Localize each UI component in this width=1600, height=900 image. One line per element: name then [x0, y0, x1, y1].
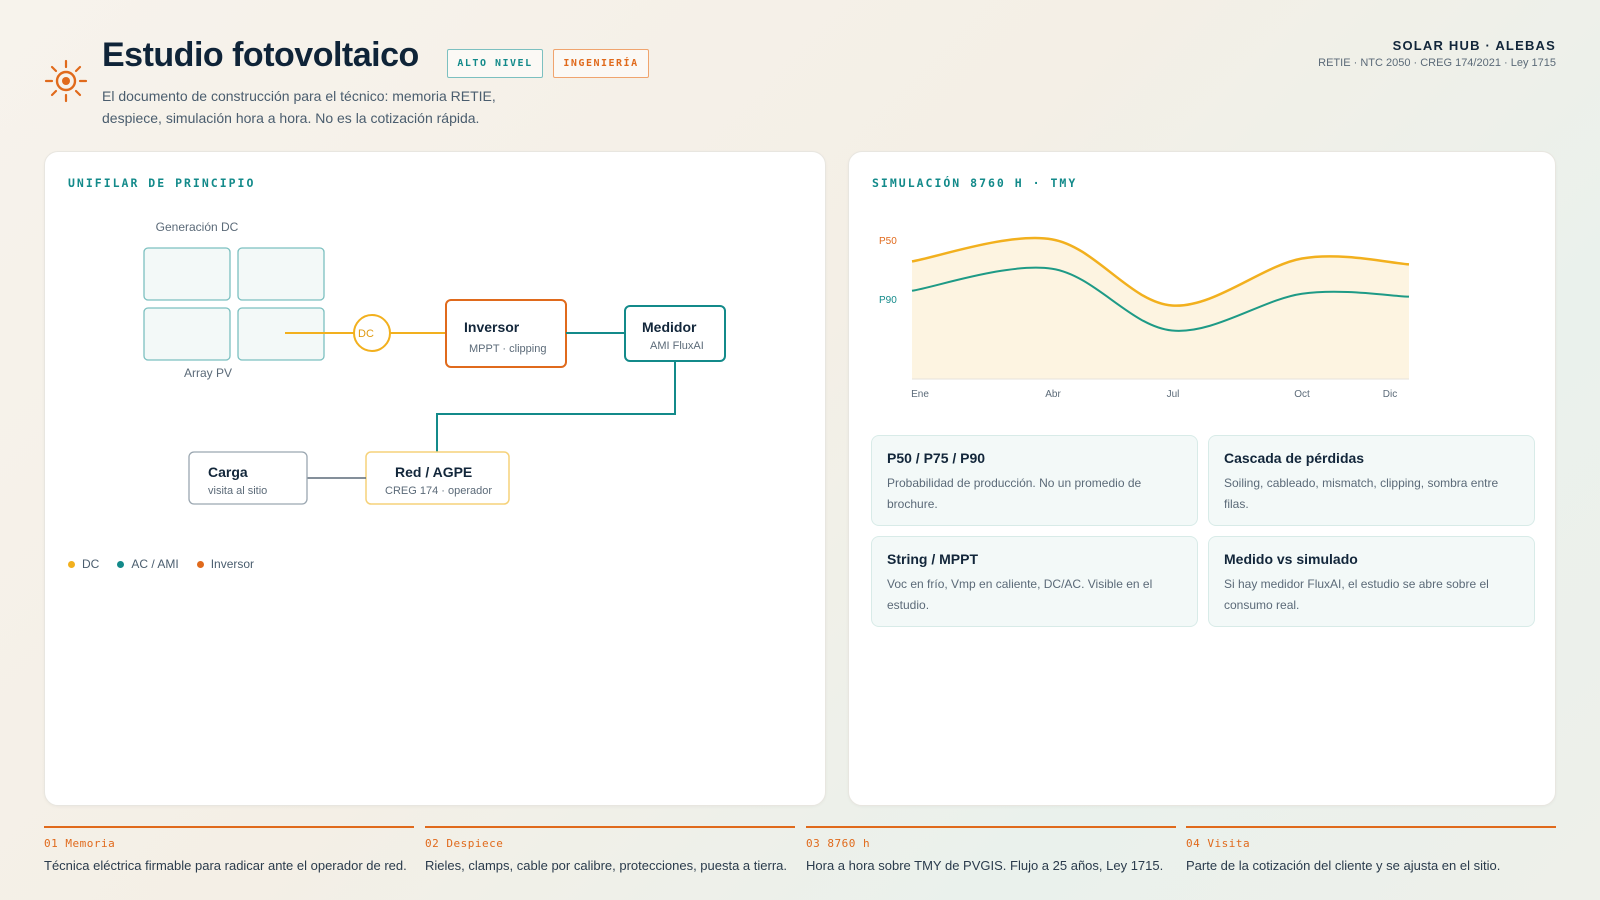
step-visita: 04 Visita Parte de la cotización del cli…: [1186, 826, 1556, 873]
legend-item-ac: AC / AMI: [117, 557, 179, 571]
info-card-p50: P50 / P75 / P90 Probabilidad de producci…: [871, 435, 1198, 526]
info-card-title: Medido vs simulado: [1224, 551, 1358, 567]
info-card-title: P50 / P75 / P90: [887, 450, 986, 466]
grid-title: Red / AGPE: [395, 464, 472, 480]
legend-item-dc: DC: [68, 557, 99, 571]
step-memoria: 01 Memoria Técnica eléctrica firmable pa…: [44, 826, 414, 873]
pv-panel: [143, 247, 231, 301]
pv-panel: [143, 307, 231, 361]
step-number: 01 Memoria: [44, 837, 116, 850]
tag-alto-nivel: ALTO NIVEL: [447, 49, 543, 78]
step-text: Rieles, clamps, cable por calibre, prote…: [425, 858, 788, 873]
p50-label: P50: [879, 236, 897, 247]
x-tick-label: Dic: [1383, 389, 1397, 400]
p50-area: [912, 238, 1409, 379]
page-title: Estudio fotovoltaico: [102, 36, 419, 74]
info-card-title: String / MPPT: [887, 551, 978, 567]
p50-series-line: [911, 236, 1410, 307]
p90-label: P90: [879, 295, 897, 306]
load-box: [188, 451, 308, 505]
legend-label: Inversor: [210, 557, 255, 571]
legend-item-inverter: Inversor: [196, 557, 255, 571]
step-number: 04 Visita: [1186, 837, 1251, 850]
legend-dot: [117, 560, 125, 568]
unifilar-title: UNIFILAR DE PRINCIPIO: [68, 176, 256, 190]
legend-dot: [196, 560, 204, 568]
array-caption-top: Generación DC: [156, 220, 239, 234]
ami-wire: [436, 361, 676, 452]
brand-block: SOLAR HUB · ALEBAS RETIE · NTC 2050 · CR…: [1318, 38, 1556, 69]
x-tick-label: Jul: [1167, 389, 1180, 400]
info-card-string: String / MPPT Voc en frío, Vmp en calien…: [871, 536, 1198, 627]
simulation-title: SIMULACIÓN 8760 H · TMY: [872, 176, 1078, 190]
legend-label: AC / AMI: [131, 557, 179, 571]
sun-icon: [44, 59, 88, 103]
step-despiece: 02 Despiece Rieles, clamps, cable por ca…: [425, 826, 795, 873]
info-card-title: Cascada de pérdidas: [1224, 450, 1365, 466]
step-8760: 03 8760 h Hora a hora sobre TMY de PVGIS…: [806, 826, 1176, 873]
step-number: 03 8760 h: [806, 837, 871, 850]
info-card-text: Soiling, cableado, mismatch, clipping, s…: [1224, 476, 1499, 511]
info-card-text: Voc en frío, Vmp en caliente, DC/AC. Vis…: [887, 577, 1153, 612]
p90-series-line: [911, 266, 1410, 332]
inverter-sub: MPPT · clipping: [469, 343, 546, 355]
step-number: 02 Despiece: [425, 837, 504, 850]
load-title: Carga: [208, 464, 248, 480]
page-subtitle: El documento de construcción para el téc…: [102, 88, 496, 126]
legend-dot: [68, 560, 75, 568]
meter-title: Medidor: [642, 319, 697, 335]
norms-list: RETIE · NTC 2050 · CREG 174/2021 · Ley 1…: [1318, 57, 1556, 69]
brand-name: SOLAR HUB · ALEBAS: [1392, 38, 1556, 53]
info-card-measured: Medido vs simulado Si hay medidor FluxAI…: [1208, 536, 1535, 627]
simulation-card: SIMULACIÓN 8760 H · TMY P50 P90 Ene Abr Jul O…: [848, 151, 1556, 806]
tag-ingenieria: INGENIERÍA: [553, 49, 649, 78]
diagram-legend: DC AC / AMI Inversor: [68, 557, 254, 571]
step-text: Técnica eléctrica firmable para radicar …: [44, 858, 407, 873]
inverter-title: Inversor: [464, 319, 520, 335]
step-text: Parte de la cotización del cliente y se …: [1186, 858, 1501, 873]
info-card-text: Probabilidad de producción. No un promed…: [887, 476, 1142, 511]
grid-sub: CREG 174 · operador: [385, 485, 492, 497]
legend-label: DC: [82, 557, 100, 571]
step-text: Hora a hora sobre TMY de PVGIS. Flujo a …: [806, 858, 1164, 873]
array-caption-bottom: Array PV: [184, 366, 232, 380]
info-card-losses: Cascada de pérdidas Soiling, cableado, m…: [1208, 435, 1535, 526]
x-tick-label: Oct: [1294, 389, 1310, 400]
simulation-chart: P50 P90 Ene Abr Jul Oct Dic: [879, 236, 1410, 400]
dc-node-label: DC: [358, 328, 374, 340]
load-sub: visita al sitio: [208, 485, 267, 497]
unifilar-card: UNIFILAR DE PRINCIPIO Generación DC Arra…: [44, 151, 826, 806]
x-tick-label: Ene: [911, 389, 929, 400]
info-card-text: Si hay medidor FluxAI, el estudio se abr…: [1224, 577, 1489, 612]
pv-panel: [237, 247, 325, 301]
unifilar-diagram: Generación DC Array PV DC Inversor MPPT …: [143, 220, 726, 505]
x-tick-label: Abr: [1045, 389, 1061, 400]
meter-sub: AMI FluxAI: [650, 340, 704, 352]
